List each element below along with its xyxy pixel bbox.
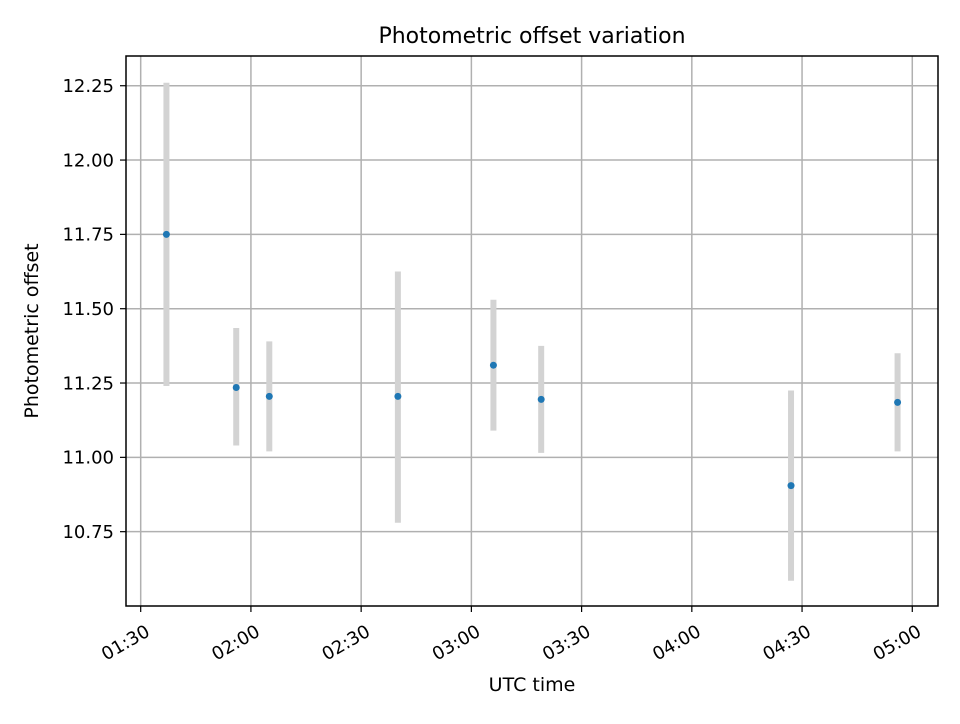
- data-point: [394, 392, 402, 400]
- chart-title: Photometric offset variation: [378, 24, 685, 49]
- point-layer: [162, 230, 902, 490]
- y-tick-label: 11.00: [62, 448, 114, 469]
- data-point: [232, 383, 240, 391]
- y-tick-label: 12.00: [62, 150, 114, 171]
- y-tick-label: 11.25: [62, 373, 114, 394]
- y-axis-label: Photometric offset: [21, 243, 43, 418]
- data-point: [265, 392, 273, 400]
- y-tick-label: 10.75: [62, 522, 114, 543]
- data-point: [489, 361, 497, 369]
- data-point: [537, 395, 545, 403]
- grid-layer: [126, 56, 938, 606]
- x-axis-label: UTC time: [489, 674, 576, 696]
- data-point: [787, 482, 795, 490]
- plot-frame: [125, 55, 939, 607]
- y-tick-label: 12.25: [62, 76, 114, 97]
- data-point: [894, 398, 902, 406]
- y-tick-label: 11.75: [62, 225, 114, 246]
- y-tick-label: 11.50: [62, 299, 114, 320]
- data-point: [162, 230, 170, 238]
